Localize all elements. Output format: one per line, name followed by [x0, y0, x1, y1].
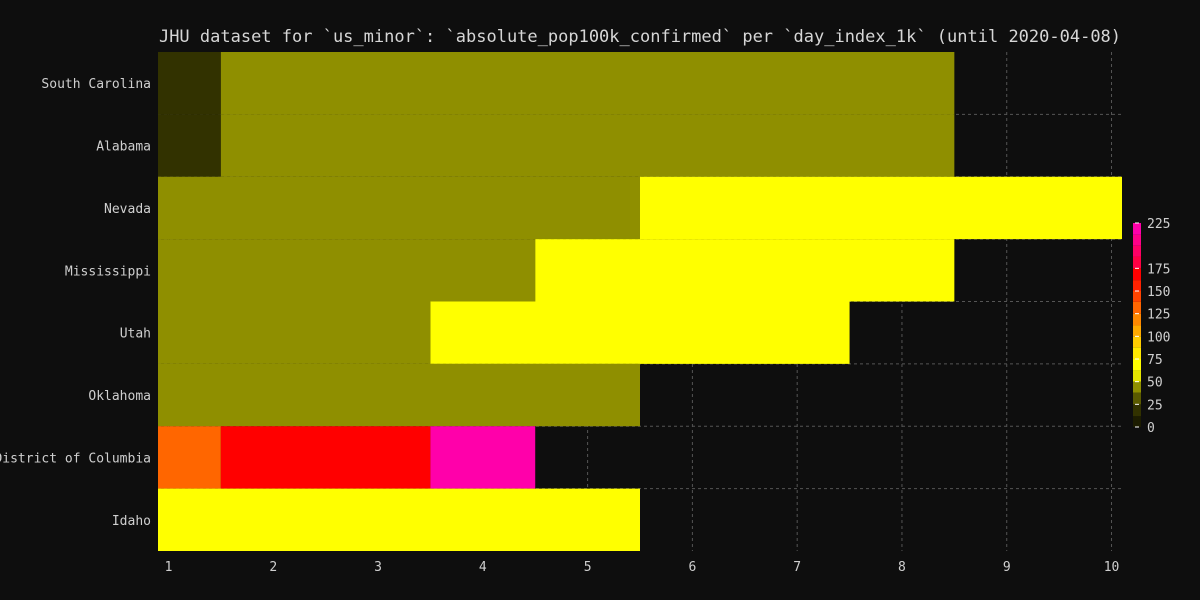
cell-5-0 [158, 363, 640, 427]
cell-0-1 [220, 52, 955, 115]
colorbar-band-4 [1133, 370, 1141, 382]
colorbar-tick-label: 125 [1147, 308, 1170, 323]
cell-6-1 [220, 426, 431, 489]
colorbar-band-9 [1133, 313, 1141, 326]
x-axis-labels: 1 2 3 4 5 6 7 8 9 10 [165, 560, 1120, 575]
colorbar-band-3 [1133, 381, 1141, 393]
y-axis-labels: South Carolina Alabama Nevada Mississippi Ut… [0, 77, 151, 529]
cell-2-0 [158, 176, 640, 240]
y-tick-label: South Carolina [41, 77, 151, 92]
y-tick-label: District of Columbia [0, 451, 151, 466]
colorbar-band-11 [1133, 291, 1141, 302]
y-tick-label: Idaho [112, 514, 151, 529]
y-tick-label: Alabama [96, 140, 151, 155]
colorbar-tick-label: 25 [1147, 398, 1163, 413]
x-tick-label: 9 [1003, 560, 1011, 575]
x-tick-label: 10 [1104, 560, 1120, 575]
cell-7-0 [158, 488, 640, 551]
cell-1-0 [158, 114, 221, 177]
cell-3-1 [535, 239, 955, 302]
cell-6-0 [158, 426, 221, 489]
colorbar-band-15 [1133, 245, 1141, 257]
colorbar-band-8 [1133, 325, 1141, 337]
colorbar-tick-label: 100 [1147, 330, 1170, 345]
colorbar-tick-label: 50 [1147, 376, 1163, 391]
x-tick-label: 7 [793, 560, 801, 575]
chart-title: JHU dataset for `us_minor`: `absolute_po… [159, 27, 1121, 47]
colorbar-tick-label: 175 [1147, 262, 1170, 277]
colorbar-band-16 [1133, 234, 1141, 246]
colorbar: 0 25 50 75 100 125 150 175 225 [1133, 217, 1170, 436]
colorbar-band-17 [1133, 223, 1141, 235]
colorbar-tick-label: 225 [1147, 217, 1170, 232]
colorbar-band-6 [1133, 347, 1141, 359]
y-tick-label: Oklahoma [88, 389, 151, 404]
x-tick-label: 8 [898, 560, 906, 575]
colorbar-band-5 [1133, 359, 1141, 371]
x-tick-label: 3 [374, 560, 382, 575]
cell-4-1 [430, 301, 850, 364]
x-tick-label: 1 [165, 560, 173, 575]
colorbar-band-0 [1133, 416, 1141, 427]
x-tick-label: 6 [688, 560, 696, 575]
y-tick-label: Mississippi [65, 264, 151, 279]
x-tick-label: 5 [584, 560, 592, 575]
colorbar-tick-label: 75 [1147, 353, 1163, 368]
colorbar-band-10 [1133, 301, 1141, 314]
colorbar-tick-label: 150 [1147, 285, 1170, 300]
colorbar-tick-label: 0 [1147, 421, 1155, 436]
cell-0-0 [158, 52, 221, 115]
y-tick-label: Utah [120, 327, 151, 342]
x-tick-label: 4 [479, 560, 487, 575]
colorbar-band-7 [1133, 336, 1141, 348]
heatmap-cells [158, 52, 1122, 551]
x-tick-label: 2 [269, 560, 277, 575]
cell-3-0 [158, 239, 536, 302]
colorbar-band-12 [1133, 280, 1141, 291]
colorbar-band-13 [1133, 268, 1141, 281]
cell-2-1 [640, 176, 1122, 240]
cell-6-2 [430, 426, 536, 489]
cell-1-1 [220, 114, 955, 177]
cell-4-0 [158, 301, 431, 364]
colorbar-band-14 [1133, 256, 1141, 269]
colorbar-band-2 [1133, 392, 1141, 405]
colorbar-band-1 [1133, 404, 1141, 417]
y-tick-label: Nevada [104, 202, 151, 217]
